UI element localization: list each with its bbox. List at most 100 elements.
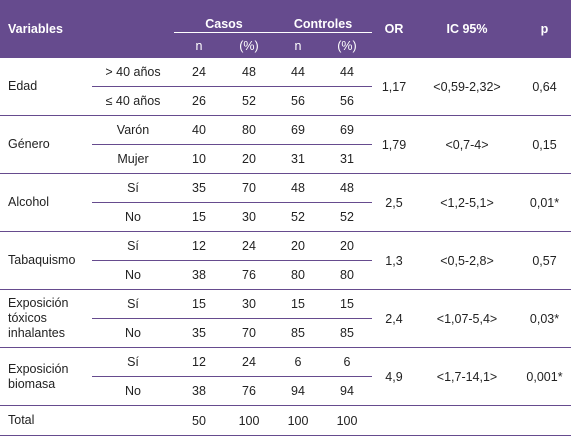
header-variables: Variables: [0, 0, 174, 58]
row-label-total: Total: [0, 405, 92, 436]
casos-n: 24: [174, 58, 224, 87]
casos-n: 50: [174, 405, 224, 436]
or-value: 1,17: [372, 58, 416, 116]
controles-n: 44: [274, 58, 322, 87]
table-row: Alcohol Sí 35 70 48 48 2,5 <1,2-5,1> 0,0…: [0, 173, 571, 232]
ic-value: <0,7-4>: [416, 115, 518, 174]
casos-pct: 76: [224, 260, 274, 290]
controles-n: 20: [274, 231, 322, 261]
controles-n: 52: [274, 202, 322, 232]
p-value: 0,15: [518, 115, 571, 174]
casos-pct: 48: [224, 58, 274, 87]
sublabel: Sí: [92, 231, 174, 261]
label-line: biomasa: [8, 376, 56, 391]
row-label-toxicos: Exposición tóxicos inhalantes: [0, 289, 92, 348]
label-line: tóxicos: [8, 311, 47, 325]
header-controles-pct: (%): [322, 33, 372, 58]
header-or: OR: [372, 0, 416, 58]
casos-n: 15: [174, 289, 224, 319]
or-value: [372, 405, 416, 436]
table-header: Variables Casos Controles OR IC 95% p n …: [0, 0, 571, 58]
controles-n: 31: [274, 144, 322, 174]
casos-n: 35: [174, 173, 224, 203]
casos-n: 26: [174, 86, 224, 116]
casos-n: 38: [174, 260, 224, 290]
controles-pct: 80: [322, 260, 372, 290]
controles-pct: 56: [322, 86, 372, 116]
casos-pct: 24: [224, 231, 274, 261]
controles-n: 48: [274, 173, 322, 203]
controles-pct: 48: [322, 173, 372, 203]
table-row: Género Varón 40 80 69 69 1,79 <0,7-4> 0,…: [0, 115, 571, 174]
casos-pct: 100: [224, 405, 274, 436]
controles-n: 85: [274, 318, 322, 348]
or-value: 2,5: [372, 173, 416, 232]
sublabel: Varón: [92, 115, 174, 145]
controles-n: 69: [274, 115, 322, 145]
p-value: 0,64: [518, 58, 571, 116]
controles-pct: 94: [322, 376, 372, 406]
p-value: 0,03*: [518, 289, 571, 348]
row-label-genero: Género: [0, 115, 92, 174]
sublabel: Sí: [92, 347, 174, 377]
casos-pct: 80: [224, 115, 274, 145]
header-controles-n: n: [274, 33, 322, 58]
controles-pct: 44: [322, 58, 372, 87]
or-value: 2,4: [372, 289, 416, 348]
casos-n: 35: [174, 318, 224, 348]
sublabel: No: [92, 202, 174, 232]
casos-pct: 70: [224, 173, 274, 203]
sublabel: > 40 años: [92, 58, 174, 87]
header-casos: Casos: [174, 0, 274, 33]
header-casos-pct: (%): [224, 33, 274, 58]
controles-pct: 52: [322, 202, 372, 232]
controles-n: 15: [274, 289, 322, 319]
controles-pct: 31: [322, 144, 372, 174]
table-row: Total 50 100 100 100: [0, 405, 571, 436]
or-value: 1,79: [372, 115, 416, 174]
sublabel: No: [92, 318, 174, 348]
or-value: 1,3: [372, 231, 416, 290]
casos-n: 38: [174, 376, 224, 406]
header-ic: IC 95%: [416, 0, 518, 58]
casos-n: 40: [174, 115, 224, 145]
controles-n: 100: [274, 405, 322, 436]
ic-value: <1,2-5,1>: [416, 173, 518, 232]
controles-pct: 69: [322, 115, 372, 145]
header-controles: Controles: [274, 0, 372, 33]
casos-pct: 24: [224, 347, 274, 377]
casos-pct: 30: [224, 289, 274, 319]
p-value: 0,01*: [518, 173, 571, 232]
controles-pct: 15: [322, 289, 372, 319]
sublabel: No: [92, 376, 174, 406]
controles-pct: 85: [322, 318, 372, 348]
casos-pct: 76: [224, 376, 274, 406]
sublabel: Sí: [92, 173, 174, 203]
table-row: No 35 70 85 85: [0, 318, 571, 348]
ic-value: <1,7-14,1>: [416, 347, 518, 406]
ic-value: <0,5-2,8>: [416, 231, 518, 290]
table-row: Exposición biomasa Sí 12 24 6 6 4,9 <1,7…: [0, 347, 571, 406]
sublabel: Mujer: [92, 144, 174, 174]
ic-value: [416, 405, 518, 436]
controles-n: 6: [274, 347, 322, 377]
header-casos-n: n: [174, 33, 224, 58]
label-line: Exposición: [8, 361, 69, 376]
controles-n: 94: [274, 376, 322, 406]
controles-n: 80: [274, 260, 322, 290]
casos-n: 15: [174, 202, 224, 232]
casos-pct: 52: [224, 86, 274, 116]
row-label-edad: Edad: [0, 58, 92, 116]
controles-pct: 100: [322, 405, 372, 436]
row-label-alcohol: Alcohol: [0, 173, 92, 232]
table-row: Mujer 10 20 31 31: [0, 144, 571, 174]
casos-pct: 20: [224, 144, 274, 174]
casos-n: 12: [174, 347, 224, 377]
casos-n: 12: [174, 231, 224, 261]
header-p: p: [518, 0, 571, 58]
table-row: No 38 76 80 80: [0, 260, 571, 290]
or-value: 4,9: [372, 347, 416, 406]
sublabel: Sí: [92, 289, 174, 319]
table-row: No 38 76 94 94: [0, 376, 571, 406]
